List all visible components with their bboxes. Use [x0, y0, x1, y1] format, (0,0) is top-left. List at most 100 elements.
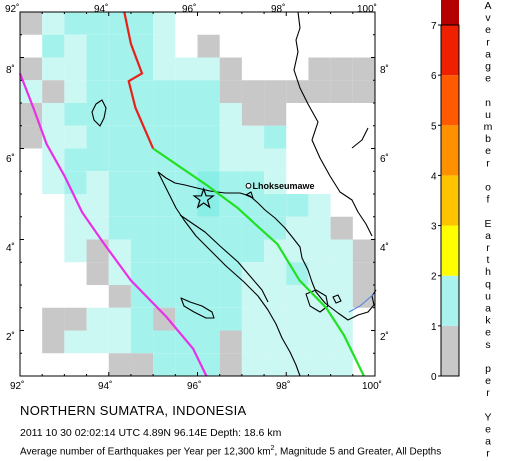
- grid-cell: [264, 330, 287, 354]
- grid-cell: [108, 239, 131, 263]
- grid-cell: [175, 194, 198, 217]
- grid-cell: [64, 330, 87, 354]
- grid-cell: [219, 353, 242, 376]
- grid-cell: [241, 262, 265, 285]
- grid-cell: [286, 307, 309, 331]
- grid-cell: [86, 216, 109, 240]
- grid-cell: [130, 148, 154, 172]
- grid-cell: [330, 330, 353, 354]
- tick-label: 4˚: [380, 242, 389, 254]
- grid-cell: [286, 353, 309, 376]
- grid-cell: [264, 239, 287, 263]
- grid-cell: [42, 103, 65, 126]
- grid-cell: [175, 103, 198, 126]
- colorbar-tick-label: 1: [431, 322, 437, 333]
- grid-cell: [308, 330, 331, 354]
- grid-cell: [153, 171, 176, 194]
- grid-cell: [264, 216, 287, 240]
- plate-boundary-red: [123, 11, 155, 149]
- tick-label: 94˚: [98, 380, 112, 392]
- grid-cell: [308, 194, 331, 217]
- city-label: Lhokseumawe: [253, 181, 315, 191]
- grid-cell: [352, 262, 375, 285]
- grid-cell: [330, 216, 353, 240]
- colorbar-tick-label: 7: [431, 21, 437, 32]
- tick-label: 8˚: [380, 64, 389, 76]
- tick-label: 2˚: [380, 331, 389, 343]
- lat-tick-labels-left: 8˚ 6˚ 4˚ 2˚: [6, 64, 15, 343]
- grid-cell: [219, 57, 242, 81]
- grid-cell: [20, 57, 43, 81]
- tiny-island-b: [245, 191, 254, 199]
- map-caption: Average number of Earthquakes per Year p…: [20, 445, 441, 457]
- grid-cell: [308, 239, 331, 263]
- grid-cell: [219, 239, 242, 263]
- grid-cell: [153, 57, 176, 81]
- grid-cell: [264, 125, 287, 149]
- caption-suffix: , Magnitude 5 and Greater, All Depths: [274, 446, 442, 458]
- grid-cell: [241, 307, 265, 331]
- tick-label: 98˚: [271, 3, 285, 15]
- grid-cell: [352, 285, 375, 308]
- colorbar-frame: [440, 24, 460, 377]
- trench-line: [18, 73, 208, 377]
- colorbar-tick-label: 6: [431, 71, 437, 82]
- grid-cell: [264, 307, 287, 331]
- grid-cell: [197, 148, 220, 172]
- grid-cell: [241, 148, 265, 172]
- grid-cell: [153, 148, 176, 172]
- grid-cell: [130, 171, 154, 194]
- grid-cell: [108, 330, 131, 354]
- grid-cell: [175, 239, 198, 263]
- grid-cell: [175, 307, 198, 331]
- lat-tick-labels-right: 8˚ 6˚ 4˚ 2˚: [380, 64, 389, 343]
- grid-cell: [42, 330, 65, 354]
- grid-cell: [86, 125, 109, 149]
- colorbar-segment: [441, 175, 459, 226]
- grid-cell: [197, 171, 220, 194]
- grid-cell: [108, 34, 131, 58]
- grid-cell: [286, 330, 309, 354]
- grid-cell: [108, 194, 131, 217]
- coastlines: [91, 11, 377, 377]
- grid-cell: [64, 80, 87, 103]
- grid-cell: [241, 216, 265, 240]
- grid-cell: [64, 239, 87, 263]
- grid-cell: [175, 125, 198, 149]
- grid-cell: [264, 103, 287, 126]
- grid-cell: [86, 34, 109, 58]
- grid-cell: [264, 80, 287, 103]
- colorbar-segment: [441, 275, 459, 326]
- grid-cell: [197, 307, 220, 331]
- colorbar-segment: [441, 125, 459, 176]
- grid-cell: [330, 80, 353, 103]
- colorbar-segment: [441, 0, 459, 25]
- grid-cell: [64, 148, 87, 172]
- grid-cell: [42, 12, 65, 35]
- grid-cell: [286, 80, 309, 103]
- grid-cell: [241, 330, 265, 354]
- grid-cell: [308, 216, 331, 240]
- grid-cell: [130, 262, 154, 285]
- grid-cell: [20, 125, 43, 149]
- grid-cell: [108, 171, 131, 194]
- grid-cell: [286, 216, 309, 240]
- grid-cell: [108, 216, 131, 240]
- grid-cell: [308, 262, 331, 285]
- grid-cell: [64, 34, 87, 58]
- tick-label: 100˚: [357, 3, 377, 15]
- grid-cell: [264, 148, 287, 172]
- grid-cell: [264, 194, 287, 217]
- frame-ticks: [19, 11, 376, 377]
- grid-cell: [86, 194, 109, 217]
- grid-cell: [219, 285, 242, 308]
- seismicity-grid: [20, 12, 375, 376]
- sumatra-west-coastline: [157, 171, 301, 377]
- grid-cell: [130, 194, 154, 217]
- grid-cell: [308, 57, 331, 81]
- grid-cell: [86, 57, 109, 81]
- grid-cell: [130, 125, 154, 149]
- colorbar: [441, 0, 459, 376]
- tick-label: 96˚: [182, 3, 196, 15]
